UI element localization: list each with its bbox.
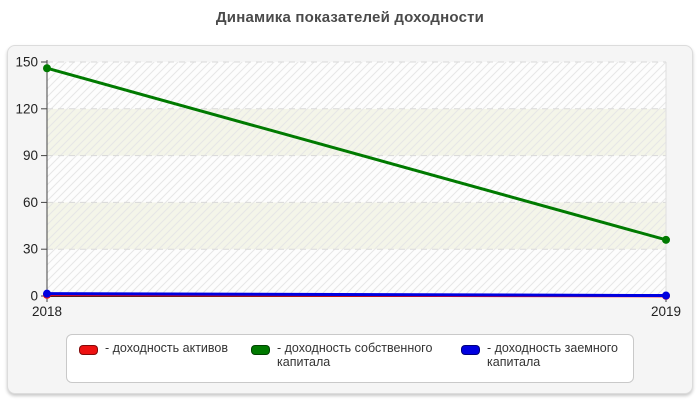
- data-point-marker: [662, 235, 670, 244]
- y-tick-label: 120: [15, 101, 38, 116]
- chart-title: Динамика показателей доходности: [215, 9, 485, 26]
- legend-item-return-on-equity: - доходность собственного капитала: [251, 341, 432, 369]
- tick-labels: 0 30 60 90 120 150 2018 2019: [15, 55, 681, 320]
- legend-swatch-green: [251, 345, 270, 355]
- chart-legend: - доходность активов - доходность собств…: [66, 334, 634, 383]
- legend-swatch-red: [79, 345, 98, 355]
- legend-item-return-on-debt: - доходность заемного капитала: [461, 341, 618, 369]
- data-point-marker: [43, 289, 51, 298]
- y-tick-label: 60: [23, 195, 38, 210]
- x-tick-label: 2018: [32, 304, 62, 319]
- hatch-overlay: [47, 62, 666, 296]
- data-point-marker: [43, 64, 51, 73]
- legend-swatch-blue: [461, 345, 480, 355]
- legend-label: - доходность активов: [105, 341, 228, 355]
- series-line-2: [46, 292, 667, 298]
- y-tick-label: 0: [30, 289, 38, 304]
- series-line-1: [46, 66, 667, 242]
- gridlines: [47, 61, 667, 296]
- legend-label: - доходность заемного капитала: [487, 341, 618, 369]
- y-tick-label: 150: [15, 55, 38, 70]
- data-point-marker: [662, 291, 670, 300]
- y-tick-label: 90: [23, 148, 38, 163]
- legend-label: - доходность собственного капитала: [277, 341, 433, 369]
- series-lines: [43, 64, 670, 300]
- legend-item-return-on-assets: - доходность активов: [79, 341, 228, 355]
- y-tick-label: 30: [23, 242, 38, 257]
- x-tick-label: 2019: [651, 304, 681, 319]
- plot-hatch: [47, 62, 666, 296]
